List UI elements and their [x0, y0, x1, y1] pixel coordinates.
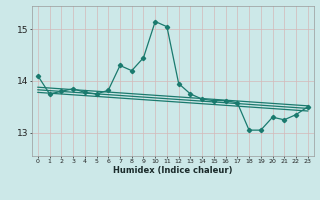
X-axis label: Humidex (Indice chaleur): Humidex (Indice chaleur): [113, 166, 233, 175]
